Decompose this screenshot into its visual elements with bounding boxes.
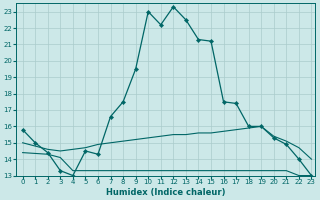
X-axis label: Humidex (Indice chaleur): Humidex (Indice chaleur) — [106, 188, 226, 197]
